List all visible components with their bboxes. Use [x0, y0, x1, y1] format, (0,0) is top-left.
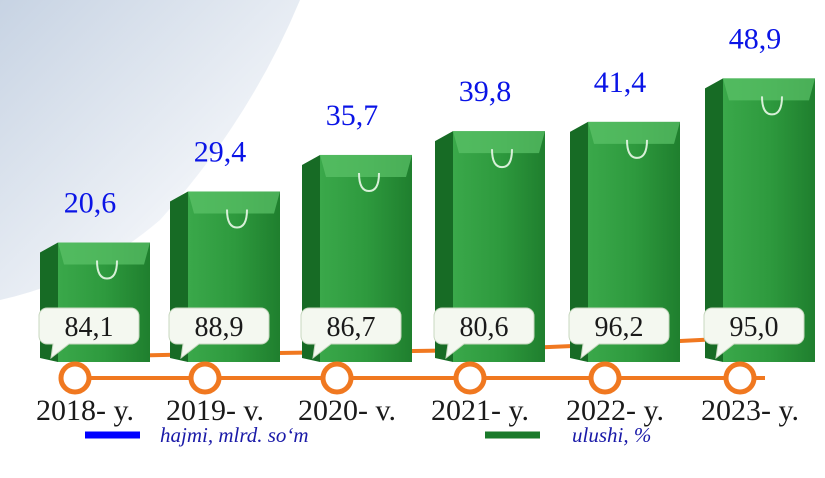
bag-handle [358, 172, 380, 192]
callout-box [300, 307, 402, 360]
timeline-dot [58, 361, 92, 395]
x-tick-label: 2021- y. [431, 394, 529, 427]
callout [433, 307, 535, 360]
callout [568, 307, 670, 360]
background-shelf [0, 0, 300, 300]
callout-box [168, 307, 270, 360]
bag-handle [761, 96, 783, 116]
bag-side [570, 121, 588, 362]
bag-flap [320, 154, 412, 177]
timeline-dot [723, 361, 757, 395]
value-label: 29,4 [194, 135, 247, 168]
callout-label: 86,7 [327, 312, 376, 343]
bag-flap [453, 131, 545, 154]
timeline-dot [188, 361, 222, 395]
marks: 20,6 84,1 2018- y. 29,4 88,9 2019- v. 35,7 86,7… [36, 22, 815, 427]
callout [300, 307, 402, 360]
callout [168, 307, 270, 360]
x-tick-label: 2018- y. [36, 394, 134, 427]
callout-label: 96,2 [595, 312, 644, 343]
callout-label: 88,9 [195, 312, 244, 343]
callout-box [433, 307, 535, 360]
x-tick-label: 2022- y. [566, 394, 664, 427]
value-label: 35,7 [326, 99, 379, 132]
bag-flap [188, 191, 280, 214]
callout-box [38, 307, 140, 360]
value-label: 39,8 [459, 75, 512, 108]
x-tick-label: 2023- y. [701, 394, 799, 427]
bag-flap [723, 78, 815, 101]
callout-box [703, 307, 805, 360]
legend-label: hajmi, mlrd. so‘m [160, 423, 309, 447]
x-tick-label: 2019- v. [166, 394, 264, 427]
timeline-dot [320, 361, 354, 395]
value-label: 20,6 [64, 187, 117, 220]
bag-handle [491, 149, 513, 169]
value-label: 41,4 [594, 66, 647, 99]
callout-label: 95,0 [730, 312, 779, 343]
callout [703, 307, 805, 360]
timeline-dot [453, 361, 487, 395]
bag-side [435, 131, 453, 362]
callout-label: 80,6 [460, 312, 509, 343]
callout-box [568, 307, 670, 360]
callout-label: 84,1 [65, 312, 114, 343]
bag-handle [626, 139, 648, 159]
timeline-dot [588, 361, 622, 395]
value-label: 48,9 [729, 22, 782, 55]
callout [38, 307, 140, 360]
x-tick-label: 2020- v. [298, 394, 396, 427]
bag-flap [588, 121, 680, 144]
legend-label: ulushi, % [572, 423, 651, 447]
bag-flap [58, 242, 150, 265]
bag-side [705, 78, 723, 362]
bag-handle [96, 260, 118, 280]
bag-handle [226, 209, 248, 229]
